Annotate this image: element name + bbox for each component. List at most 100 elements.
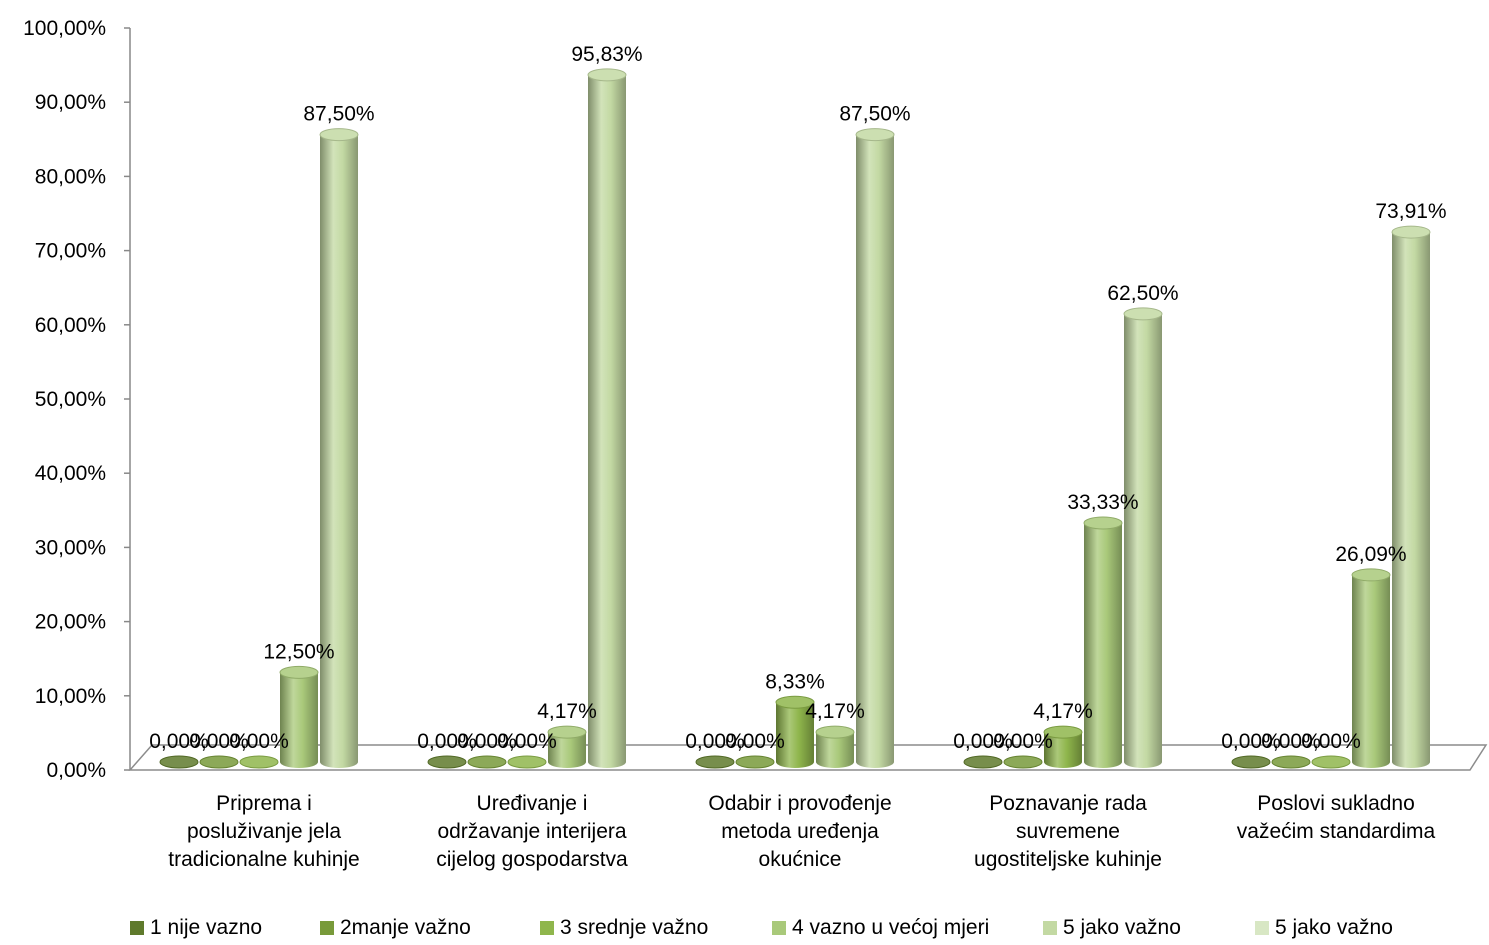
bar-top [279, 665, 319, 679]
bar-top [1043, 725, 1083, 739]
data-label: 0,00% [685, 730, 745, 753]
legend-swatch [772, 921, 786, 935]
bar [199, 755, 239, 769]
legend-item: 1 nije vazno [130, 912, 262, 944]
y-tick-label: 100,00% [23, 17, 106, 40]
bar [587, 68, 627, 768]
bar [775, 695, 815, 768]
legend: 1 nije vazno 2manje važno 3 srednje važno 4… [0, 912, 1489, 944]
bar-body [1352, 574, 1390, 768]
legend-item: 3 srednje važno [540, 912, 708, 944]
bar-body [776, 702, 814, 768]
bar-top [775, 695, 815, 709]
bar-body [548, 732, 586, 768]
bar [695, 755, 735, 769]
y-tick-label: 20,00% [35, 611, 106, 634]
legend-item: 4 vazno u većoj mjeri [772, 912, 989, 944]
data-label: 0,00% [417, 730, 477, 753]
bar [963, 755, 1003, 769]
legend-swatch [320, 921, 334, 935]
bar-top [159, 755, 199, 769]
data-label: 87,50% [303, 103, 374, 126]
bar [507, 755, 547, 769]
bar [1043, 725, 1083, 768]
y-tick-label: 10,00% [35, 685, 106, 708]
bar [1231, 755, 1271, 769]
y-tick-label: 50,00% [35, 388, 106, 411]
bar-top [199, 755, 239, 769]
data-label: 95,83% [571, 43, 642, 66]
bar-top [319, 128, 359, 142]
bar-top [467, 755, 507, 769]
data-label: 0,00% [1301, 730, 1361, 753]
bar-top [855, 128, 895, 142]
bar-top [507, 755, 547, 769]
bar [1123, 307, 1163, 768]
data-label: 87,50% [839, 103, 910, 126]
bar-top [427, 755, 467, 769]
legend-label: 4 vazno u većoj mjeri [792, 916, 990, 939]
data-label: 26,09% [1335, 543, 1406, 566]
legend-label: 3 srednje važno [560, 916, 709, 939]
bar-top [587, 68, 627, 82]
data-label: 0,00% [993, 730, 1053, 753]
legend-label: 2manje važno [340, 916, 471, 939]
y-tick-label: 90,00% [35, 91, 106, 114]
bar [1271, 755, 1311, 769]
bar [815, 725, 855, 768]
legend-label: 1 nije vazno [150, 916, 263, 939]
data-label: 62,50% [1107, 282, 1178, 305]
bar [547, 725, 587, 768]
legend-item: 5 jako važno [1255, 912, 1393, 944]
bar [319, 128, 359, 768]
category-label: Uređivanje i održavanje interijera cijel… [436, 792, 628, 871]
bar-body [1392, 232, 1430, 768]
bar-body [320, 134, 358, 768]
data-label: 0,00% [497, 730, 557, 753]
data-label: 0,00% [725, 730, 785, 753]
y-tick-label: 30,00% [35, 536, 106, 559]
data-label: 4,17% [805, 700, 865, 723]
bar-top [695, 755, 735, 769]
bar [427, 755, 467, 769]
legend-item: 2manje važno [320, 912, 471, 944]
data-label: 8,33% [765, 670, 825, 693]
bar-top [815, 725, 855, 739]
category-label: Odabir i provođenje metoda uređenja okuć… [708, 792, 892, 871]
bar [467, 755, 507, 769]
bar-top [1311, 755, 1351, 769]
bar-top [1351, 568, 1391, 582]
category-label: Poslovi sukladno važećim standardima [1236, 792, 1436, 843]
bar [159, 755, 199, 769]
bar-top [239, 755, 279, 769]
data-label: 0,00% [149, 730, 209, 753]
bar [1003, 755, 1043, 769]
bar [1351, 568, 1391, 768]
bar-top [1391, 225, 1431, 239]
bar-body [856, 134, 894, 768]
y-tick-label: 70,00% [35, 240, 106, 263]
bar-top [963, 755, 1003, 769]
data-label: 33,33% [1067, 491, 1138, 514]
bar-top [735, 755, 775, 769]
data-label: 4,17% [537, 700, 597, 723]
bar [735, 755, 775, 769]
bar [855, 128, 895, 768]
data-label: 0,00% [1261, 730, 1321, 753]
data-label: 73,91% [1375, 200, 1446, 223]
bar-body [1044, 732, 1082, 768]
legend-item: 5 jako važno [1043, 912, 1181, 944]
bar-body [1084, 523, 1122, 768]
data-label: 12,50% [263, 640, 334, 663]
bar-top [1003, 755, 1043, 769]
bar-top [1083, 516, 1123, 530]
legend-swatch [130, 921, 144, 935]
category-label: Priprema i posluživanje jela tradicional… [168, 792, 360, 871]
data-label: 0,00% [189, 730, 249, 753]
data-label: 0,00% [457, 730, 517, 753]
bar-top [1231, 755, 1271, 769]
bar-body [280, 672, 318, 768]
bar [239, 755, 279, 769]
category-label: Poznavanje rada suvremene ugostiteljske … [974, 792, 1162, 871]
